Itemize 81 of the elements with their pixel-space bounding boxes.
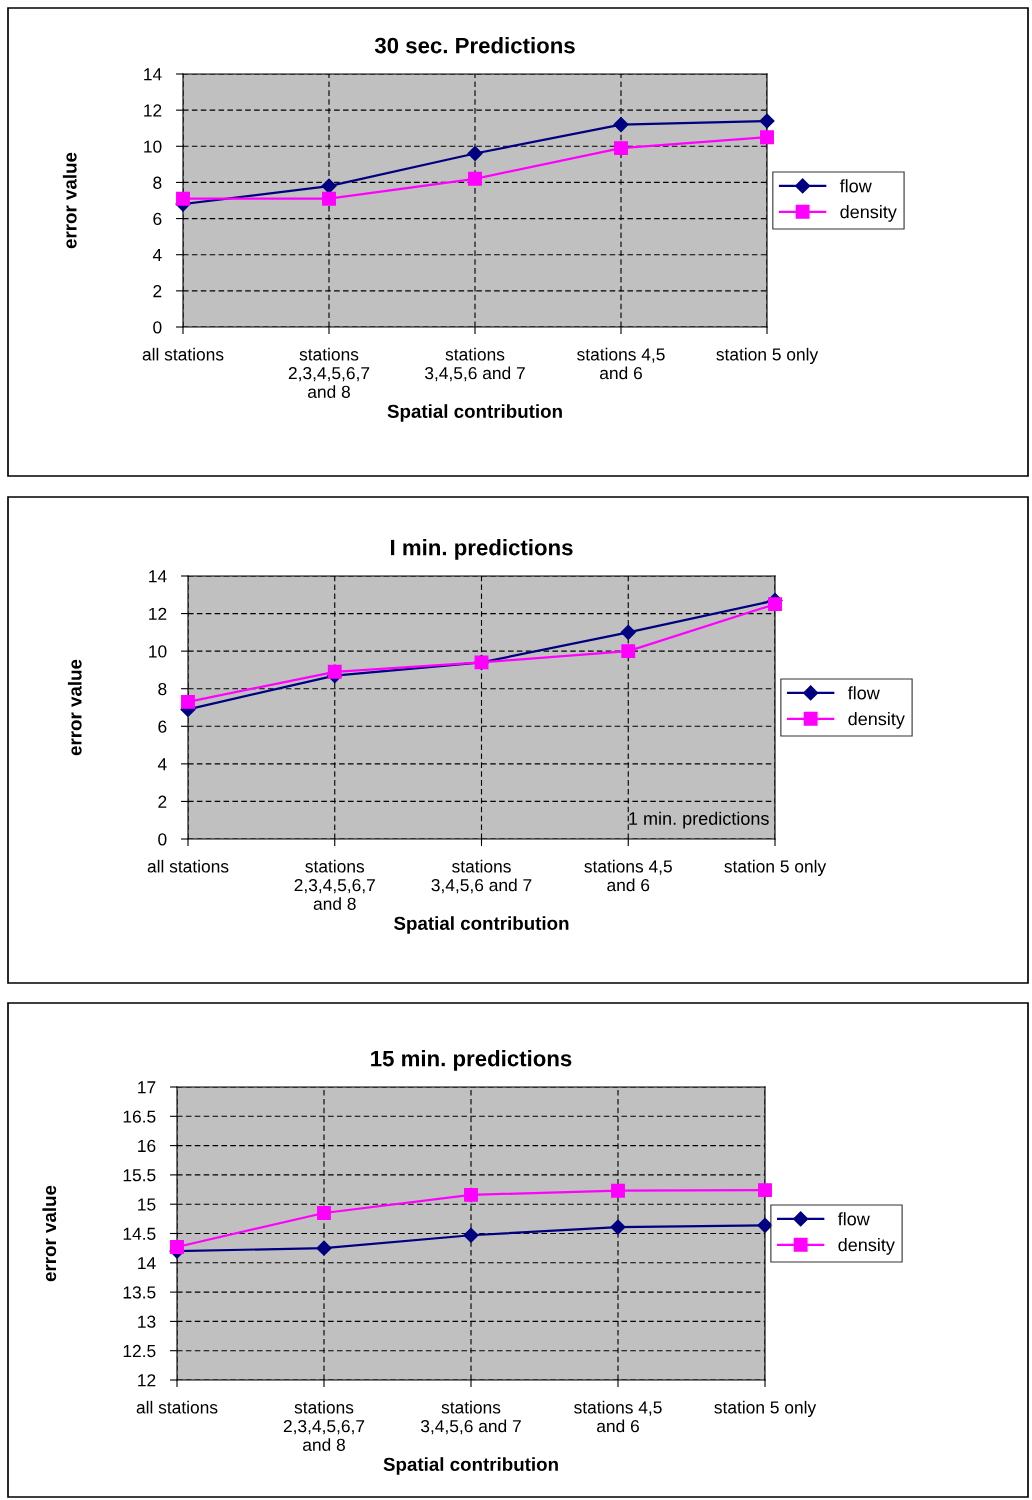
y-tick-label: 14	[144, 68, 162, 81]
x-tick-label: station 5 only	[716, 347, 819, 365]
point	[613, 117, 629, 133]
y-tick-label: 4	[152, 249, 162, 261]
legend-label: density	[840, 205, 897, 222]
x-axis-title: Spatial contribution	[387, 404, 562, 422]
y-tick-label: 8	[153, 176, 162, 189]
point	[176, 191, 190, 206]
y-tick-label: 6	[153, 212, 162, 226]
point	[327, 664, 342, 679]
legend-label: flow	[847, 686, 880, 700]
point	[464, 1187, 478, 1202]
point	[321, 178, 337, 194]
legend-label: flow	[839, 179, 872, 193]
y-tick-label: 2	[153, 285, 162, 298]
point	[757, 1217, 773, 1233]
point	[322, 191, 336, 206]
y-tick-label: 8	[158, 682, 167, 696]
x-tick-label: stations 3,4,5,6 and 7	[424, 347, 525, 382]
x-axis-title: Spatial contribution	[383, 1457, 558, 1475]
point	[463, 1227, 479, 1243]
x-tick-label: stations 2,3,4,5,6,7 and 8	[288, 347, 370, 398]
point	[611, 1183, 625, 1198]
x-tick-label: stations 4,5 and 6	[584, 859, 672, 892]
chart-title: 30 sec. Predictions	[374, 37, 575, 54]
y-tick-label: 15.5	[123, 1169, 156, 1182]
x-axis-title: Spatial contribution	[394, 916, 569, 934]
x-tick-label: all stations	[136, 1400, 218, 1414]
x-tick-label: all stations	[142, 347, 224, 361]
x-tick-label: stations 4,5 and 6	[577, 347, 665, 380]
point	[620, 624, 636, 640]
point	[621, 644, 636, 659]
chart-title: 15 min. predictions	[371, 1050, 572, 1071]
x-tick-label: station 5 only	[724, 859, 827, 877]
chart-title: I min. predictions	[391, 539, 573, 560]
y-tick-label: 12	[144, 104, 162, 117]
point	[768, 597, 782, 612]
y-tick-label: 6	[158, 720, 167, 733]
x-tick-label: stations 2,3,4,5,6,7 and 8	[283, 1400, 365, 1451]
x-tick-label: stations 2,3,4,5,6,7 and 8	[294, 859, 375, 910]
y-tick-label: 16	[138, 1139, 156, 1153]
point	[316, 1240, 332, 1256]
y-tick-label: 10	[144, 140, 162, 153]
point	[170, 1240, 184, 1254]
point	[467, 145, 483, 162]
y-tick-label: 14.5	[123, 1227, 156, 1240]
y-tick-label: 14	[138, 1257, 156, 1270]
y-tick-label: 13.5	[123, 1286, 156, 1299]
point	[181, 694, 195, 709]
y-tick-label: 0	[153, 321, 162, 334]
point	[468, 171, 482, 186]
y-tick-label: 4	[157, 758, 167, 771]
point	[317, 1206, 331, 1220]
point	[760, 130, 774, 145]
y-tick-label: 12	[149, 607, 167, 620]
y-tick-label: 10	[149, 645, 167, 658]
x-tick-label: stations 3,4,5,6 and 7	[431, 859, 532, 894]
y-tick-label: 12	[138, 1374, 156, 1387]
legend-label: density	[838, 1238, 895, 1255]
legend-label: flow	[837, 1212, 870, 1226]
x-tick-label: stations 4,5 and 6	[574, 1400, 662, 1433]
y-tick-label: 17	[138, 1081, 156, 1094]
x-tick-label: station 5 only	[714, 1400, 817, 1418]
y-tick-label: 12.5	[123, 1344, 156, 1358]
y-axis-title: error value	[67, 659, 82, 756]
point	[610, 1219, 626, 1235]
point	[758, 1183, 772, 1198]
y-axis-title: error value	[42, 1185, 57, 1282]
point	[614, 141, 628, 156]
y-tick-label: 2	[158, 795, 167, 808]
y-tick-label: 13	[138, 1315, 156, 1328]
annotation: 1 min. predictions	[629, 811, 769, 829]
y-tick-label: 16.5	[123, 1110, 156, 1123]
y-axis-title: error value	[62, 152, 77, 249]
legend-label: density	[848, 712, 905, 729]
y-tick-label: 14	[149, 570, 167, 583]
x-tick-label: all stations	[147, 859, 229, 873]
x-tick-label: stations 3,4,5,6 and 7	[420, 1400, 521, 1435]
point	[759, 113, 775, 129]
y-tick-label: 0	[158, 833, 167, 846]
y-tick-label: 15	[138, 1198, 156, 1211]
